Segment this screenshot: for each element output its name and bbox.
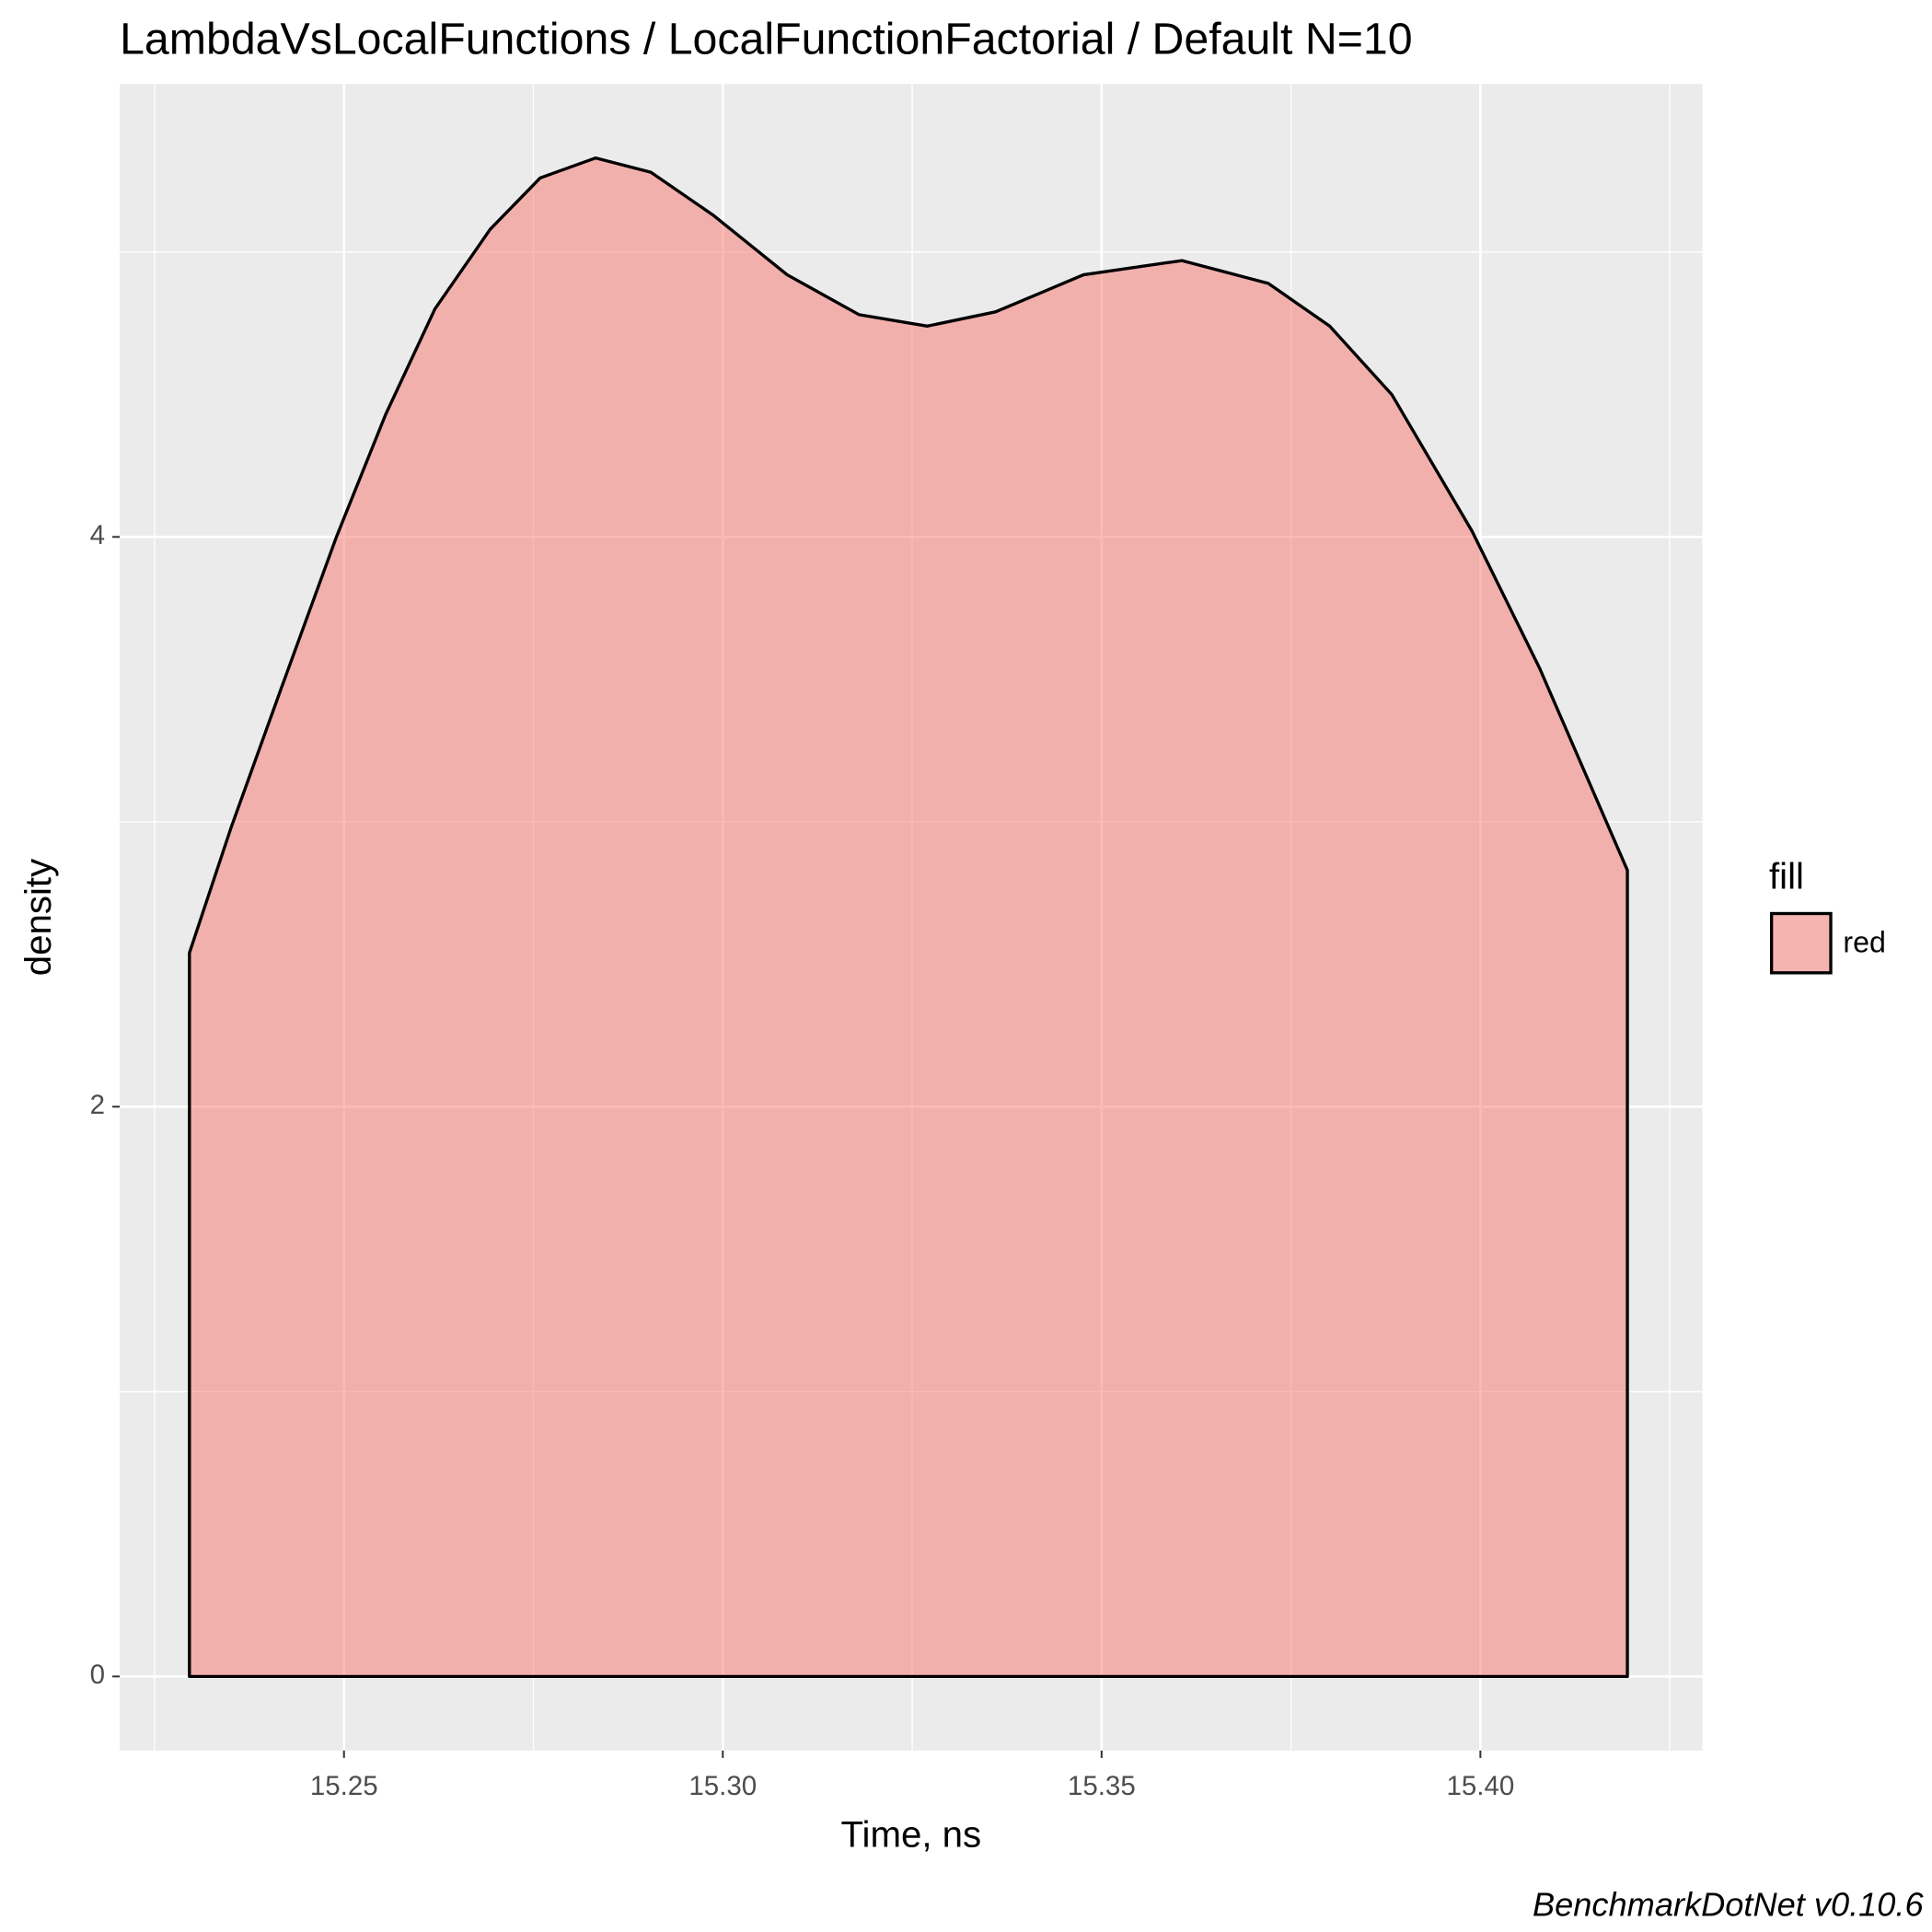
axes: 15.25 15.30 15.35 15.40 0 2 4 — [90, 520, 1515, 1801]
legend-label: red — [1843, 926, 1886, 959]
x-tick-label: 15.40 — [1446, 1771, 1514, 1801]
x-tick-label: 15.35 — [1068, 1771, 1136, 1801]
chart-title: LambdaVsLocalFunctions / LocalFunctionFa… — [120, 14, 1413, 64]
x-tick-label: 15.25 — [310, 1771, 378, 1801]
y-tick-label: 0 — [90, 1660, 105, 1690]
y-tick-label: 2 — [90, 1090, 105, 1120]
legend: fill red — [1769, 856, 1886, 975]
legend-swatch — [1769, 911, 1833, 975]
density-area — [188, 156, 1629, 1679]
y-axis-title: density — [17, 858, 59, 976]
y-tick-label: 4 — [90, 520, 105, 550]
x-tick-label: 15.30 — [688, 1771, 757, 1801]
marks — [188, 156, 1629, 1679]
caption: BenchmarkDotNet v0.10.6 — [1533, 1886, 1924, 1924]
x-axis-title: Time, ns — [840, 1813, 981, 1855]
legend-title: fill — [1769, 856, 1804, 897]
